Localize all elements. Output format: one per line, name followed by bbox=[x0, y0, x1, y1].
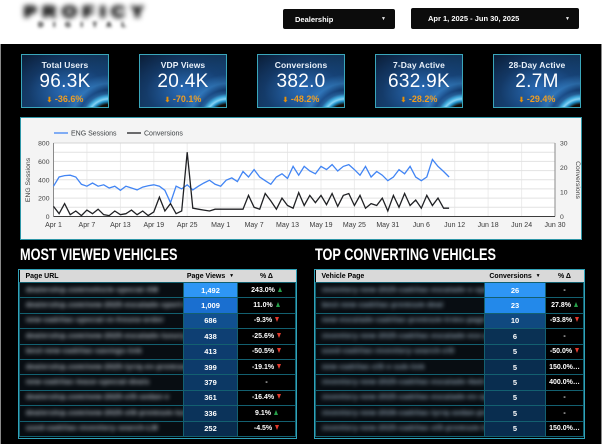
svg-text:Jun 6: Jun 6 bbox=[413, 222, 430, 229]
svg-text:Apr 7: Apr 7 bbox=[79, 222, 96, 229]
svg-text:ENG Sessions: ENG Sessions bbox=[71, 131, 117, 138]
svg-text:ENG Sessions: ENG Sessions bbox=[25, 157, 32, 202]
svg-text:Apr 25: Apr 25 bbox=[177, 222, 198, 229]
svg-text:Jun 24: Jun 24 bbox=[511, 222, 532, 229]
svg-text:400: 400 bbox=[38, 177, 50, 184]
svg-text:May 31: May 31 bbox=[376, 222, 399, 229]
svg-text:30: 30 bbox=[560, 141, 568, 148]
svg-text:Apr 19: Apr 19 bbox=[143, 222, 164, 229]
svg-text:Jun 30: Jun 30 bbox=[544, 222, 565, 229]
svg-text:Apr 1: Apr 1 bbox=[45, 222, 62, 229]
svg-text:May 13: May 13 bbox=[276, 222, 299, 229]
svg-text:10: 10 bbox=[560, 190, 568, 197]
svg-text:200: 200 bbox=[38, 196, 50, 203]
svg-text:Conversions: Conversions bbox=[144, 131, 183, 138]
svg-text:0: 0 bbox=[46, 214, 50, 221]
svg-text:May 1: May 1 bbox=[211, 222, 230, 229]
svg-text:Apr 13: Apr 13 bbox=[110, 222, 131, 229]
svg-text:Jun 12: Jun 12 bbox=[444, 222, 465, 229]
svg-text:20: 20 bbox=[560, 165, 568, 172]
svg-text:Conversions: Conversions bbox=[574, 161, 581, 199]
svg-text:May 25: May 25 bbox=[343, 222, 366, 229]
svg-text:600: 600 bbox=[38, 159, 50, 166]
svg-text:Jun 18: Jun 18 bbox=[478, 222, 499, 229]
svg-text:800: 800 bbox=[38, 141, 50, 148]
svg-text:May 7: May 7 bbox=[245, 222, 264, 229]
svg-text:0: 0 bbox=[560, 214, 564, 221]
svg-text:May 19: May 19 bbox=[310, 222, 333, 229]
